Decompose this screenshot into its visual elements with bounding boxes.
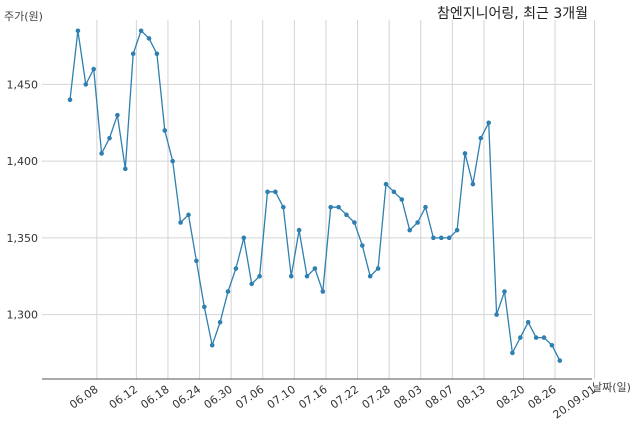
- data-point: [107, 135, 112, 141]
- data-point: [494, 312, 499, 317]
- data-point: [115, 112, 120, 118]
- x-tick-label: 06.30: [202, 383, 235, 412]
- data-point: [502, 289, 507, 294]
- data-point: [423, 204, 428, 210]
- data-point: [446, 235, 452, 241]
- data-point: [541, 335, 547, 340]
- data-point: [83, 82, 89, 87]
- data-point: [123, 166, 128, 172]
- y-tick-label: 1,400: [7, 155, 39, 168]
- data-point: [154, 51, 160, 57]
- y-tick-label: 1,350: [7, 232, 39, 245]
- data-point: [257, 273, 262, 279]
- data-point: [470, 181, 476, 187]
- x-tick-label: 07.16: [296, 383, 329, 412]
- data-point: [383, 181, 389, 187]
- data-point: [75, 28, 81, 34]
- x-tick-label: 08.07: [423, 383, 456, 412]
- data-point: [344, 212, 349, 218]
- data-point: [241, 235, 247, 241]
- data-point: [367, 273, 373, 279]
- data-point: [170, 158, 175, 164]
- data-point: [312, 266, 318, 271]
- data-point: [99, 151, 104, 156]
- x-tick-label: 06.24: [170, 383, 203, 412]
- data-point: [209, 342, 215, 348]
- data-point: [510, 350, 515, 356]
- data-point: [67, 97, 73, 103]
- data-point: [162, 128, 168, 133]
- data-point: [462, 151, 468, 156]
- x-tick-label: 07.10: [265, 383, 298, 412]
- data-point: [415, 220, 420, 225]
- x-tick-label: 08.20: [494, 383, 527, 412]
- data-point: [486, 120, 492, 126]
- data-point: [304, 273, 310, 279]
- x-tick-label: 07.22: [328, 383, 361, 412]
- data-point: [352, 220, 357, 225]
- data-point: [202, 304, 207, 310]
- data-point: [194, 258, 199, 264]
- data-point: [249, 281, 254, 287]
- data-point: [233, 266, 239, 271]
- data-point: [273, 189, 278, 195]
- data-point: [431, 235, 436, 241]
- data-point: [328, 204, 334, 210]
- x-tick-label: 08.26: [526, 383, 559, 412]
- x-axis-label: 날짜(일): [592, 381, 631, 394]
- x-tick-label: 06.12: [107, 383, 140, 412]
- data-point: [549, 342, 555, 348]
- y-axis-label: 주가(원): [4, 10, 43, 23]
- data-point: [360, 243, 365, 248]
- data-point: [288, 273, 294, 279]
- data-point: [217, 319, 223, 325]
- data-point: [391, 189, 397, 195]
- data-point: [320, 289, 326, 294]
- data-point: [399, 197, 405, 202]
- y-tick-label: 1,450: [7, 78, 39, 91]
- x-tick-label: 07.28: [360, 383, 393, 412]
- data-point: [525, 319, 531, 325]
- data-point: [138, 28, 144, 34]
- data-point: [533, 335, 539, 340]
- data-point: [91, 66, 96, 72]
- y-tick-label: 1,300: [7, 309, 39, 322]
- data-point: [478, 135, 484, 141]
- x-tick-label: 07.06: [233, 383, 266, 412]
- data-point: [336, 204, 341, 210]
- data-point: [281, 204, 286, 210]
- data-point: [375, 266, 381, 271]
- data-point: [296, 227, 302, 233]
- data-point: [454, 227, 460, 233]
- x-tick-label: 08.13: [454, 383, 487, 412]
- data-point: [225, 289, 231, 294]
- data-point: [186, 212, 191, 218]
- chart-title: 참엔지니어링, 최근 3개월: [436, 6, 588, 22]
- price-line: [69, 29, 561, 361]
- x-tick-label: 06.08: [67, 383, 100, 412]
- data-point: [130, 51, 136, 57]
- data-point: [557, 358, 563, 363]
- data-point: [178, 220, 183, 225]
- x-tick-label: 08.03: [391, 383, 424, 412]
- data-point: [439, 235, 444, 241]
- data-point: [265, 189, 270, 195]
- x-tick-label: 06.18: [138, 383, 171, 412]
- data-point: [518, 335, 523, 340]
- data-point: [407, 227, 413, 233]
- data-point: [146, 36, 152, 41]
